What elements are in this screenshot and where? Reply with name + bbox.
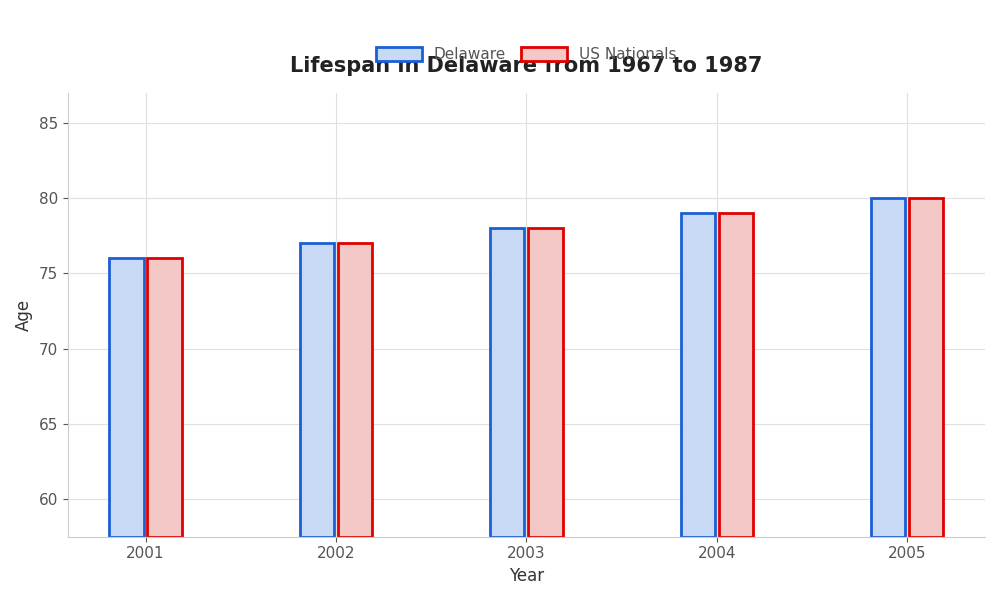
Legend: Delaware, US Nationals: Delaware, US Nationals bbox=[376, 47, 677, 62]
Bar bbox=[909, 198, 943, 537]
Bar bbox=[490, 228, 524, 537]
Bar bbox=[300, 243, 334, 537]
Bar bbox=[719, 213, 753, 537]
Bar bbox=[681, 213, 715, 537]
Bar bbox=[528, 228, 563, 537]
Bar bbox=[109, 259, 144, 537]
Bar bbox=[871, 198, 905, 537]
Bar bbox=[338, 243, 372, 537]
Y-axis label: Age: Age bbox=[15, 299, 33, 331]
X-axis label: Year: Year bbox=[509, 567, 544, 585]
Bar bbox=[147, 259, 182, 537]
Title: Lifespan in Delaware from 1967 to 1987: Lifespan in Delaware from 1967 to 1987 bbox=[290, 56, 763, 76]
